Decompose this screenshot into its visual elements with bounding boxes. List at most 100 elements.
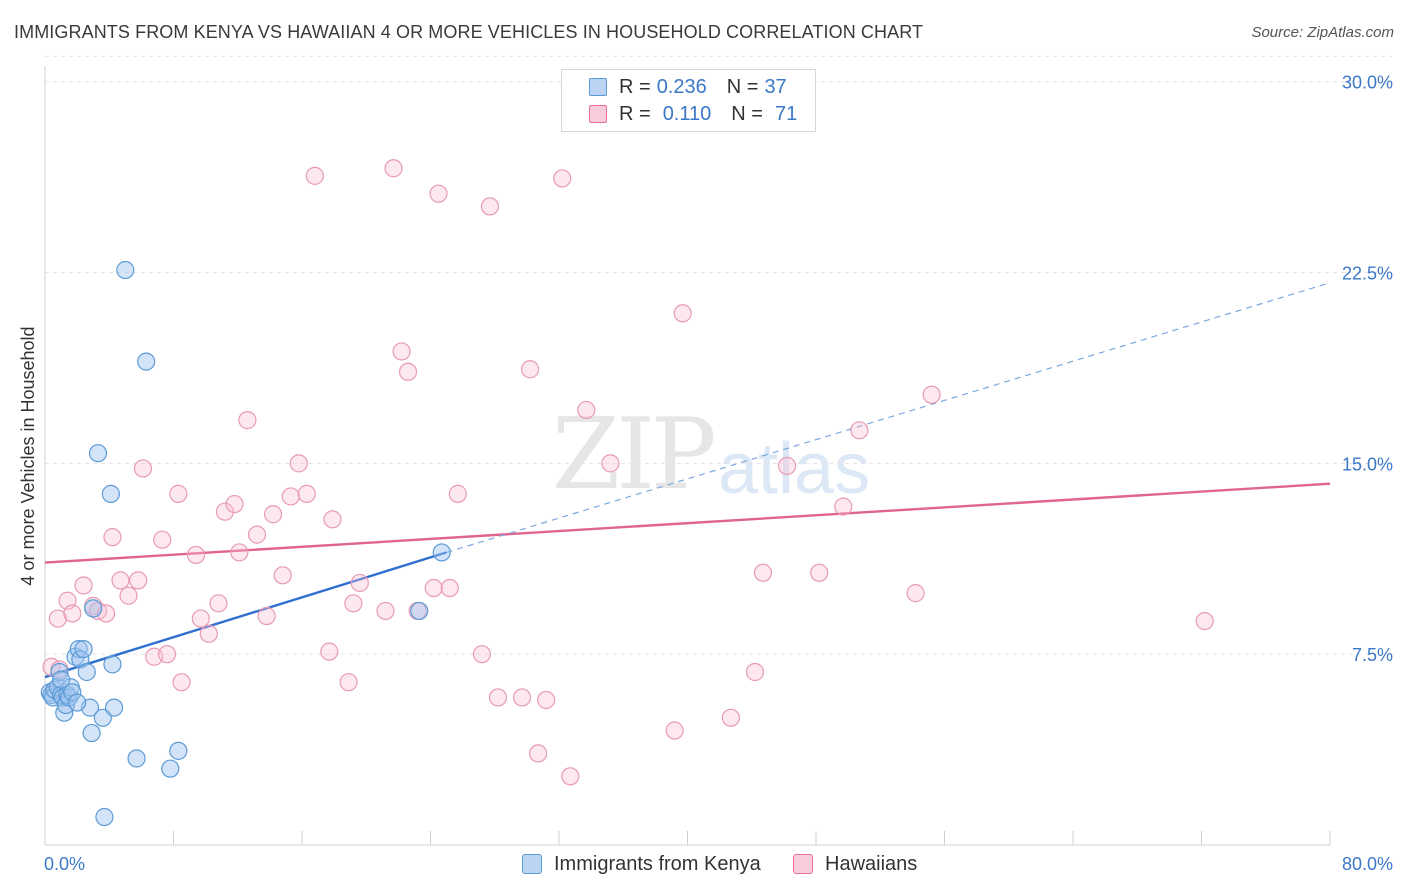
point-hawaiians [344, 594, 363, 613]
y-tick-label: 7.5% [1352, 645, 1393, 665]
point-hawaiians [289, 454, 308, 473]
legend-r-label: R = [619, 75, 651, 98]
point-hawaiians [103, 528, 122, 547]
point-hawaiians [834, 497, 853, 516]
point-hawaiians [273, 566, 292, 585]
point-hawaiians [305, 166, 324, 185]
bottom-legend-swatch-hawaiians [793, 854, 813, 874]
point-hawaiians [111, 571, 130, 590]
point-kenya [77, 662, 96, 682]
point-kenya [93, 708, 112, 727]
point-hawaiians [665, 721, 684, 740]
point-hawaiians [186, 545, 206, 565]
point-hawaiians [169, 484, 188, 503]
legend-row-hawaiians: R = 0.110 N = 71 [589, 102, 797, 126]
legend-n-value: 71 [774, 102, 798, 125]
watermark-atlas: atlas [718, 429, 871, 509]
point-kenya [137, 352, 156, 371]
legend-swatch-kenya [589, 78, 607, 96]
point-hawaiians [561, 767, 580, 786]
point-hawaiians [247, 525, 267, 544]
point-hawaiians [673, 304, 692, 323]
point-hawaiians [601, 454, 620, 473]
point-hawaiians [922, 385, 941, 404]
legend-swatch-hawaiians [589, 105, 607, 123]
point-kenya [169, 741, 188, 760]
data-points [40, 159, 1214, 827]
point-hawaiians [553, 169, 572, 188]
point-kenya [101, 484, 120, 503]
point-hawaiians [133, 459, 153, 478]
point-hawaiians [157, 645, 177, 664]
point-hawaiians [376, 601, 395, 621]
point-kenya [103, 655, 122, 674]
trendlines [44, 282, 1331, 679]
point-kenya [432, 543, 451, 562]
watermark-zip: ZIP [552, 398, 717, 512]
point-kenya [116, 260, 135, 280]
point-hawaiians [429, 184, 448, 203]
point-hawaiians [263, 505, 283, 524]
point-kenya [161, 759, 180, 778]
bottom-legend-kenya: Immigrants from Kenya [522, 851, 761, 877]
point-hawaiians [753, 563, 773, 582]
point-hawaiians [129, 571, 148, 590]
legend-row-kenya: R = 0.236 N = 37 [589, 75, 787, 99]
legend-n-value: 37 [764, 75, 787, 98]
bottom-legend-hawaiians: Hawaiians [793, 851, 917, 877]
point-hawaiians [297, 484, 316, 503]
point-hawaiians [777, 456, 797, 476]
source-label: Source: ZipAtlas.com [1251, 24, 1394, 41]
point-hawaiians [281, 487, 300, 506]
point-hawaiians [529, 744, 548, 763]
point-hawaiians [119, 586, 138, 605]
point-hawaiians [339, 673, 358, 692]
point-kenya [104, 698, 124, 717]
point-hawaiians [472, 645, 491, 664]
x-tick-label-min: 0.0% [44, 854, 85, 874]
y-axis-title: 4 or more Vehicles in Household [18, 326, 38, 585]
legend-n-label: N = [726, 75, 759, 98]
point-kenya [50, 662, 69, 682]
y-tick-label: 15.0% [1342, 454, 1393, 474]
legend-n-label: N = [731, 102, 763, 125]
point-hawaiians [440, 578, 459, 598]
point-hawaiians [230, 543, 249, 562]
y-tick-label: 22.5% [1342, 264, 1393, 284]
point-hawaiians [153, 530, 172, 549]
point-hawaiians [512, 688, 532, 707]
point-kenya [127, 749, 146, 768]
point-hawaiians [424, 578, 443, 598]
point-hawaiians [215, 502, 234, 521]
point-hawaiians [810, 563, 829, 582]
axes [44, 66, 1331, 846]
point-kenya [88, 444, 108, 463]
y-tick-label: 30.0% [1342, 73, 1393, 93]
legend-r-value: 0.236 [656, 75, 707, 98]
point-kenya [68, 693, 87, 712]
point-hawaiians [1195, 612, 1214, 631]
point-hawaiians [745, 662, 765, 682]
point-hawaiians [191, 609, 210, 628]
point-hawaiians [320, 642, 339, 661]
point-hawaiians [172, 673, 191, 692]
point-kenya [74, 639, 93, 659]
point-hawaiians [721, 708, 740, 727]
point-hawaiians [520, 360, 540, 379]
stats-legend: R = 0.236 N = 37 R = 0.110 N = 71 [561, 69, 816, 132]
chart-title: IMMIGRANTS FROM KENYA VS HAWAIIAN 4 OR M… [14, 22, 924, 42]
point-kenya [82, 723, 101, 743]
point-hawaiians [199, 624, 218, 643]
gridlines [45, 55, 1392, 655]
point-kenya [410, 601, 429, 621]
point-kenya [95, 807, 114, 827]
bottom-legend-swatch-kenya [522, 854, 542, 874]
point-hawaiians [448, 484, 467, 503]
point-hawaiians [257, 606, 276, 626]
legend-r-label: R = [619, 102, 651, 125]
point-hawaiians [74, 576, 93, 595]
point-hawaiians [209, 594, 228, 613]
point-hawaiians [488, 688, 508, 707]
point-hawaiians [577, 400, 596, 420]
